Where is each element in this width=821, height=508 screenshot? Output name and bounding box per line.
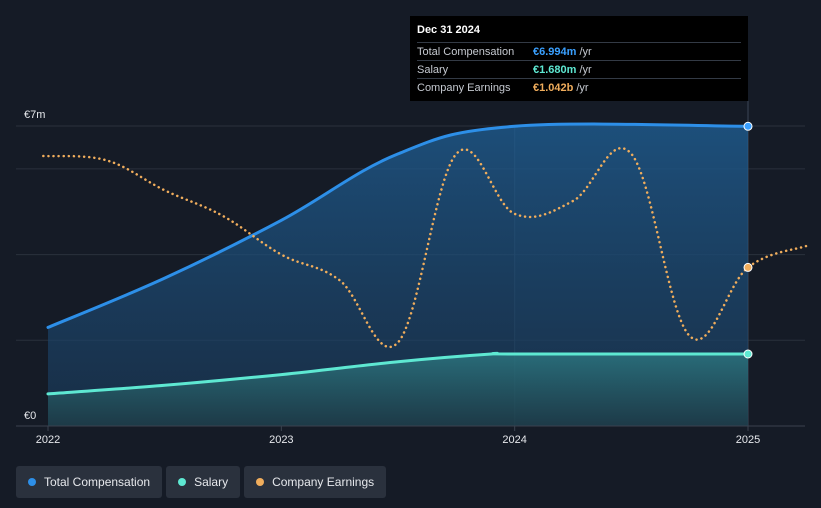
tooltip-date: Dec 31 2024	[417, 24, 480, 36]
company-earnings-marker	[743, 262, 753, 272]
series-areas	[48, 124, 748, 427]
x-axis: 2022 2023 2024 2025	[16, 425, 805, 446]
y-tick-label: €0	[24, 410, 36, 422]
tooltip-label: Total Compensation	[417, 45, 515, 58]
x-tick-label: 2023	[269, 434, 293, 446]
y-axis: €0 €7m	[24, 109, 45, 422]
legend-label: Company Earnings	[272, 475, 375, 489]
total-compensation-line	[46, 122, 750, 329]
total-compensation-marker	[743, 121, 753, 131]
legend-item-company-earnings[interactable]: Company Earnings	[244, 466, 387, 498]
tooltip-value: €1.042b	[533, 81, 574, 94]
legend-dot-icon	[256, 478, 265, 486]
company-earnings-line	[42, 146, 808, 349]
tooltip-unit: /yr	[579, 45, 592, 58]
tooltip-value: €6.994m	[533, 45, 577, 58]
legend-label: Salary	[194, 475, 229, 489]
tooltip-row-total: Total Compensation €6.994m /yr	[417, 42, 741, 60]
salary-marker	[743, 349, 753, 359]
series-markers	[743, 121, 753, 359]
legend-item-salary[interactable]: Salary	[166, 466, 241, 498]
legend-dot-icon	[28, 478, 36, 486]
tooltip-value: €1.680m	[533, 63, 577, 76]
total-compensation-area	[48, 124, 748, 427]
tooltip-unit: /yr	[576, 81, 589, 94]
salary-area	[48, 353, 748, 426]
legend-dot-icon	[178, 478, 187, 486]
legend: Total Compensation Salary Company Earnin…	[16, 466, 387, 498]
x-tick-label: 2024	[502, 434, 526, 446]
x-tick-label: 2025	[736, 434, 760, 446]
salary-line	[46, 351, 750, 396]
x-tick-label: 2022	[36, 434, 60, 446]
series-lines	[42, 122, 808, 396]
tooltip-unit: /yr	[579, 63, 592, 76]
legend-item-total-compensation[interactable]: Total Compensation	[16, 466, 163, 498]
tooltip: Dec 31 2024 Total Compensation €6.994m /…	[410, 16, 748, 101]
tooltip-label: Salary	[417, 63, 449, 76]
tooltip-row-salary: Salary €1.680m /yr	[417, 60, 741, 78]
tooltip-row-earnings: Company Earnings €1.042b /yr	[417, 78, 741, 96]
legend-label: Total Compensation	[44, 475, 151, 489]
tooltip-label: Company Earnings	[417, 81, 511, 94]
y-tick-label: €7m	[24, 109, 45, 121]
